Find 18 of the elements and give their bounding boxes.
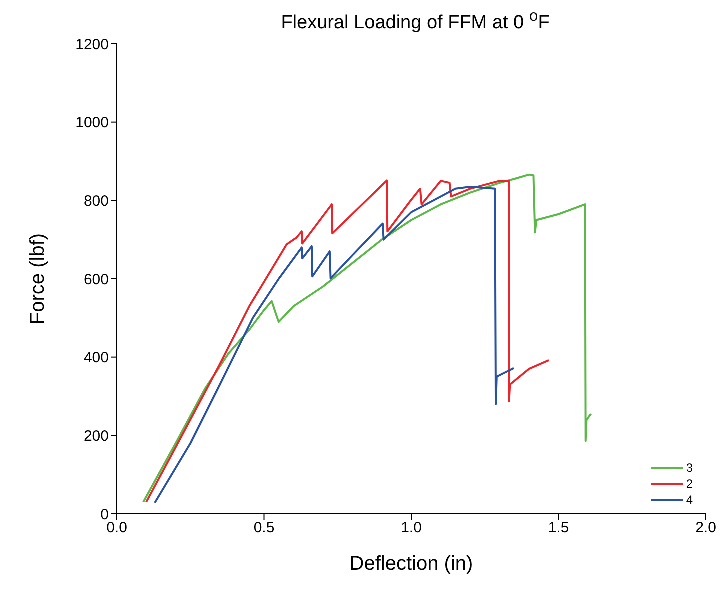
x-tick-label: 2.0 (696, 520, 716, 537)
legend-label: 2 (686, 477, 693, 491)
y-tick-label: 1000 (76, 114, 109, 132)
x-tick-label: 0.0 (106, 520, 128, 537)
legend-label: 3 (686, 461, 693, 475)
y-tick-label: 400 (84, 350, 109, 367)
x-tick-label: 1.0 (401, 520, 422, 537)
y-tick-label: 800 (84, 192, 109, 210)
y-tick-label: 1200 (76, 36, 109, 54)
y-axis-title: Force (lbf) (27, 233, 50, 325)
legend-label: 4 (686, 493, 693, 507)
y-tick-label: 0 (100, 506, 109, 524)
x-axis-title: Deflection (in) (350, 553, 474, 575)
y-tick-label: 600 (84, 271, 109, 288)
y-tick-label: 200 (84, 428, 109, 445)
x-tick-label: 0.5 (254, 520, 275, 537)
chart-title: Flexural Loading of FFM at 0 $^{o}$F (280, 8, 551, 36)
x-tick-label: 1.5 (548, 520, 570, 537)
